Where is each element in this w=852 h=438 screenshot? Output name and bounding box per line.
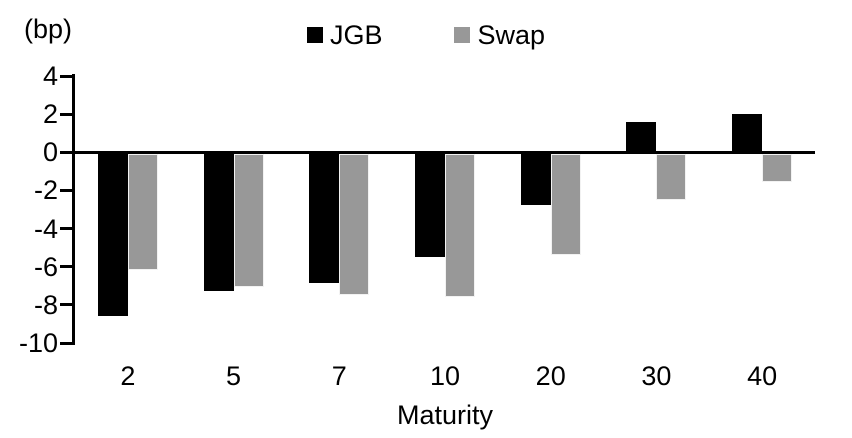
y-axis-line: [72, 74, 75, 345]
y-axis-tick-label: -2: [33, 175, 58, 206]
bar-jgb-2: [97, 153, 128, 316]
legend: JGB Swap: [0, 20, 852, 50]
bar-swap-2: [127, 153, 158, 271]
y-axis-tick: [60, 265, 72, 269]
y-axis-tick-label: -10: [18, 328, 58, 358]
y-axis-tick-label: -4: [33, 213, 58, 244]
x-axis-title: Maturity: [396, 400, 494, 430]
legend-item-swap: Swap: [454, 20, 545, 50]
legend-swap-label: Swap: [477, 20, 546, 50]
bar-jgb-7: [309, 153, 340, 284]
x-axis-label-5: 5: [226, 361, 242, 391]
y-axis-tick: [60, 74, 72, 78]
y-axis-tick-label: -6: [33, 251, 58, 282]
x-axis-label-7: 7: [331, 361, 347, 391]
y-axis-tick: [60, 227, 72, 231]
bar-jgb-20: [520, 153, 551, 206]
y-axis-tick: [60, 112, 72, 116]
y-axis-tick-label: -8: [33, 289, 58, 320]
bar-swap-7: [339, 153, 370, 295]
y-axis-tick-label: 4: [42, 61, 58, 91]
x-axis-label-10: 10: [429, 361, 461, 391]
legend-item-jgb: JGB: [306, 20, 383, 50]
y-axis-tick: [60, 341, 72, 345]
legend-jgb-label: JGB: [329, 20, 383, 50]
legend-jgb-marker-icon: [306, 27, 323, 43]
bar-swap-10: [445, 153, 475, 297]
x-axis-label-40: 40: [747, 361, 778, 391]
x-axis-zero-line: [75, 150, 815, 154]
bar-swap-40: [762, 153, 793, 183]
y-axis-tick-label: 0: [42, 137, 58, 168]
bar-swap-20: [550, 153, 581, 255]
bar-swap-5: [233, 153, 264, 288]
bar-jgb-5: [203, 153, 234, 292]
legend-swap-marker-icon: [454, 27, 471, 43]
x-axis-label-20: 20: [535, 361, 566, 391]
y-axis-unit-label: (bp): [24, 14, 73, 44]
y-axis-tick-label: 2: [42, 99, 58, 130]
bar-jgb-10: [415, 153, 445, 257]
bar-jgb-40: [732, 114, 763, 153]
y-axis-tick: [60, 188, 72, 192]
x-axis-label-2: 2: [120, 361, 136, 391]
x-axis-label-30: 30: [641, 361, 672, 391]
bar-swap-30: [656, 153, 687, 200]
bar-jgb-30: [626, 121, 657, 153]
y-axis-tick: [60, 150, 72, 154]
y-axis-tick: [60, 303, 72, 307]
